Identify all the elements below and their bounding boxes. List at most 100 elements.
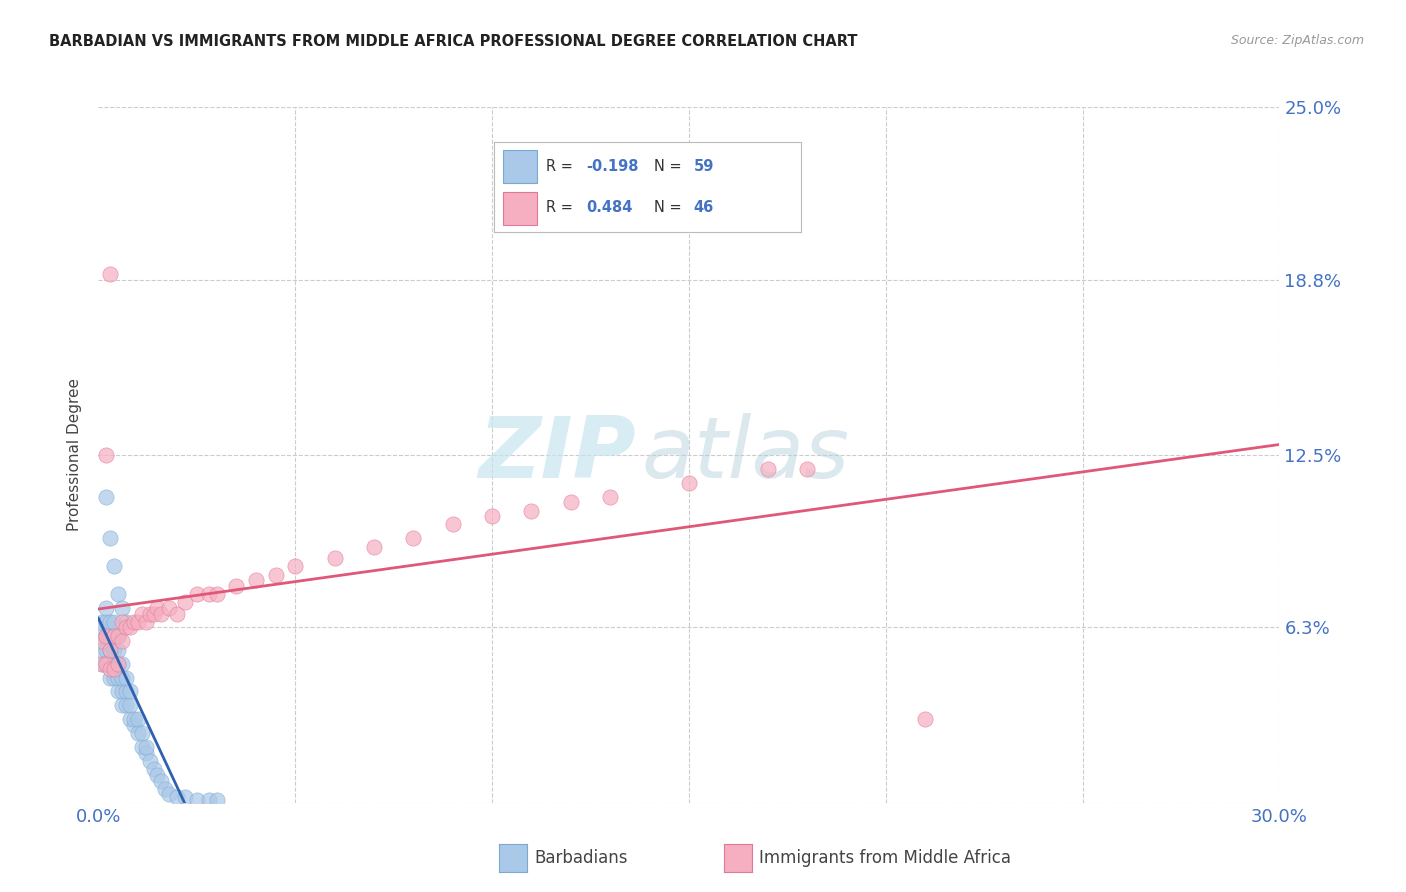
Point xyxy=(186,793,208,807)
Point xyxy=(205,793,228,807)
Point xyxy=(150,773,173,788)
Point xyxy=(796,462,818,476)
Point xyxy=(91,642,114,657)
Point xyxy=(96,448,118,462)
Point xyxy=(122,718,145,732)
Point xyxy=(135,746,157,760)
Point xyxy=(103,671,125,685)
Point xyxy=(756,462,779,476)
Point xyxy=(166,790,188,805)
Point xyxy=(91,615,114,629)
Point xyxy=(131,726,153,740)
Point xyxy=(186,587,208,601)
Point xyxy=(96,601,118,615)
Point xyxy=(111,657,134,671)
Point xyxy=(103,642,125,657)
Point xyxy=(115,615,138,629)
Point xyxy=(174,790,197,805)
Point xyxy=(107,657,129,671)
Point xyxy=(96,657,118,671)
Point xyxy=(111,634,134,648)
Point xyxy=(131,607,153,621)
Point xyxy=(560,495,582,509)
Point xyxy=(174,595,197,609)
Point xyxy=(135,740,157,755)
Point xyxy=(91,657,114,671)
Point xyxy=(98,629,121,643)
Point xyxy=(98,642,121,657)
Point xyxy=(103,662,125,676)
Point xyxy=(157,601,180,615)
Point xyxy=(599,490,621,504)
Point xyxy=(127,615,149,629)
Point xyxy=(146,768,169,782)
Point xyxy=(98,532,121,546)
Text: BARBADIAN VS IMMIGRANTS FROM MIDDLE AFRICA PROFESSIONAL DEGREE CORRELATION CHART: BARBADIAN VS IMMIGRANTS FROM MIDDLE AFRI… xyxy=(49,34,858,49)
Point xyxy=(103,559,125,574)
Point xyxy=(115,671,138,685)
Point xyxy=(402,532,425,546)
Text: Barbadians: Barbadians xyxy=(534,849,628,867)
Point xyxy=(138,607,160,621)
Point xyxy=(363,540,385,554)
Point xyxy=(111,671,134,685)
Point xyxy=(91,657,114,671)
Point xyxy=(155,781,177,796)
Point xyxy=(122,615,145,629)
Point xyxy=(107,587,129,601)
Point xyxy=(96,615,118,629)
Point xyxy=(91,629,114,643)
Point xyxy=(122,712,145,726)
Point xyxy=(127,712,149,726)
Point xyxy=(96,629,118,643)
Point xyxy=(107,629,129,643)
Point xyxy=(107,642,129,657)
Point xyxy=(115,684,138,698)
Point xyxy=(103,629,125,643)
Point xyxy=(103,615,125,629)
Point xyxy=(150,607,173,621)
Point xyxy=(98,267,121,281)
Point xyxy=(107,629,129,643)
Point xyxy=(146,601,169,615)
Point xyxy=(127,726,149,740)
Point xyxy=(111,615,134,629)
Point xyxy=(481,509,503,524)
Point xyxy=(284,559,307,574)
Point xyxy=(142,607,165,621)
Point xyxy=(142,763,165,777)
Point xyxy=(96,629,118,643)
Point xyxy=(197,793,219,807)
Point xyxy=(98,662,121,676)
Point xyxy=(111,698,134,713)
Point xyxy=(107,671,129,685)
Point xyxy=(157,788,180,802)
Point xyxy=(138,754,160,768)
Point xyxy=(115,620,138,634)
Point xyxy=(111,684,134,698)
Text: atlas: atlas xyxy=(641,413,849,497)
Point xyxy=(678,475,700,490)
Point xyxy=(441,517,464,532)
Point xyxy=(131,740,153,755)
Point xyxy=(107,684,129,698)
Point xyxy=(225,579,247,593)
Point xyxy=(98,657,121,671)
Point xyxy=(135,615,157,629)
Point xyxy=(205,587,228,601)
Point xyxy=(118,712,141,726)
Point xyxy=(111,601,134,615)
Point xyxy=(914,712,936,726)
Point xyxy=(96,657,118,671)
Text: Immigrants from Middle Africa: Immigrants from Middle Africa xyxy=(759,849,1011,867)
Point xyxy=(520,503,543,517)
Point xyxy=(166,607,188,621)
Point xyxy=(98,671,121,685)
Point xyxy=(118,684,141,698)
Point xyxy=(96,490,118,504)
Point xyxy=(98,642,121,657)
Point xyxy=(103,629,125,643)
Text: Source: ZipAtlas.com: Source: ZipAtlas.com xyxy=(1230,34,1364,47)
Point xyxy=(245,573,267,587)
Point xyxy=(197,587,219,601)
